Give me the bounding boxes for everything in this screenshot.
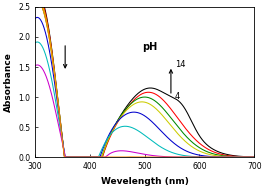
X-axis label: Wevelength (nm): Wevelength (nm): [101, 177, 189, 186]
Text: 14: 14: [175, 60, 185, 69]
Text: 4: 4: [175, 92, 180, 101]
Y-axis label: Absorbance: Absorbance: [3, 52, 12, 112]
Text: pH: pH: [142, 42, 157, 52]
